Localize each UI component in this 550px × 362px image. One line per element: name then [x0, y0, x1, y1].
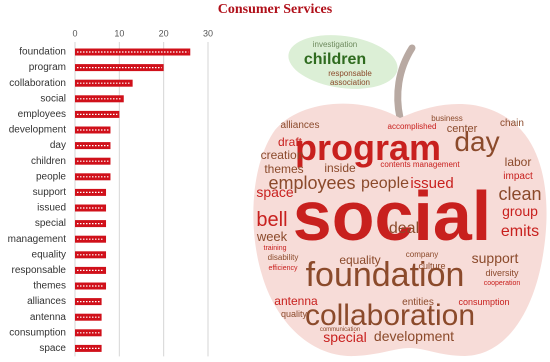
apple-body — [253, 103, 547, 357]
x-tick-label: 20 — [159, 28, 169, 38]
cloud-word: social — [293, 177, 491, 255]
cloud-word: draft — [278, 135, 303, 149]
apple-leaf — [288, 35, 398, 89]
cloud-word: chain — [500, 118, 524, 129]
cloud-word: quality — [281, 309, 308, 319]
apple-stem — [394, 44, 416, 122]
cloud-word: contents management — [380, 160, 460, 169]
cloud-word: company — [406, 250, 438, 259]
y-tick-label: management — [8, 234, 67, 245]
cloud-word: entities — [402, 297, 434, 308]
cloud-word: communication — [320, 327, 360, 333]
y-tick-label: themes — [33, 281, 66, 292]
cloud-word: emits — [501, 223, 539, 240]
cloud-word: foundation — [306, 256, 465, 294]
cloud-word: consumption — [458, 297, 509, 307]
cloud-word: business — [431, 114, 463, 123]
leaf-word: investigation — [313, 40, 357, 49]
x-tick-label: 0 — [72, 28, 77, 38]
cloud-word: labor — [505, 155, 532, 169]
cloud-word: issued — [410, 175, 453, 192]
cloud-word: deal — [389, 220, 419, 237]
cloud-word: day — [454, 126, 499, 157]
cloud-word: collaboration — [305, 299, 475, 332]
y-tick-label: responsable — [12, 265, 67, 276]
bar — [75, 251, 107, 259]
cloud-word: program — [295, 127, 441, 168]
cloud-word: impact — [503, 171, 533, 182]
leaf-word: association — [330, 78, 370, 87]
bar — [75, 204, 107, 212]
cloud-word: development — [374, 328, 454, 344]
y-tick-label: foundation — [19, 47, 66, 58]
cloud-word: inside — [324, 161, 356, 175]
bar — [75, 329, 102, 337]
cloud-word: accomplished — [388, 122, 437, 131]
cloud-word: center — [447, 123, 478, 135]
word-cloud: investigation childrenresponsableassociat… — [253, 35, 547, 357]
cloud-word: training — [264, 245, 287, 252]
cloud-word: clean — [498, 184, 541, 204]
y-tick-label: program — [29, 62, 66, 73]
cloud-word: alliances — [281, 120, 320, 131]
cloud-word: disability — [268, 253, 299, 262]
y-tick-label: day — [50, 140, 66, 151]
y-tick-label: employees — [18, 109, 66, 120]
bar — [75, 235, 107, 243]
bar — [75, 344, 102, 352]
y-tick-label: space — [39, 343, 66, 354]
y-tick-label: people — [36, 171, 66, 182]
cloud-word: themes — [264, 162, 303, 176]
bar — [75, 188, 107, 196]
y-tick-label: children — [31, 156, 66, 167]
cloud-word: cooperation — [484, 280, 521, 287]
cloud-word: antenna — [274, 294, 318, 308]
chart-title: Consumer Services — [218, 2, 333, 17]
leaf-word: children — [304, 51, 366, 68]
bar — [75, 266, 107, 274]
y-tick-label: issued — [37, 203, 66, 214]
cloud-word: culture — [418, 261, 445, 271]
y-tick-label: support — [33, 187, 67, 198]
cloud-word: bell — [256, 209, 287, 231]
y-tick-label: alliances — [27, 296, 66, 307]
cloud-word: support — [472, 250, 519, 266]
x-tick-label: 10 — [114, 28, 124, 38]
cloud-word: people — [361, 175, 409, 192]
y-tick-label: development — [9, 125, 66, 136]
bar — [75, 48, 191, 56]
cloud-word: diversity — [485, 268, 519, 278]
bar — [75, 282, 107, 290]
bar — [75, 79, 133, 87]
cloud-word: group — [502, 203, 538, 219]
cloud-word: special — [323, 329, 367, 345]
x-tick-label: 30 — [203, 28, 213, 38]
y-tick-label: equality — [32, 249, 66, 260]
bar — [75, 110, 120, 118]
cloud-word: week — [256, 229, 288, 244]
y-tick-label: social — [40, 93, 66, 104]
y-tick-label: collaboration — [9, 78, 66, 89]
cloud-word: employees — [268, 173, 355, 193]
bar — [75, 313, 102, 321]
y-tick-label: antenna — [30, 312, 67, 323]
leaf-word: responsable — [328, 69, 372, 78]
cloud-word: space — [256, 184, 294, 200]
y-tick-label: consumption — [9, 327, 66, 338]
cloud-word: creation — [261, 148, 304, 162]
cloud-word: efficiency — [268, 265, 298, 272]
bar — [75, 220, 107, 228]
bar — [75, 298, 102, 306]
cloud-word: equality — [339, 253, 380, 267]
y-tick-label: special — [35, 218, 66, 229]
